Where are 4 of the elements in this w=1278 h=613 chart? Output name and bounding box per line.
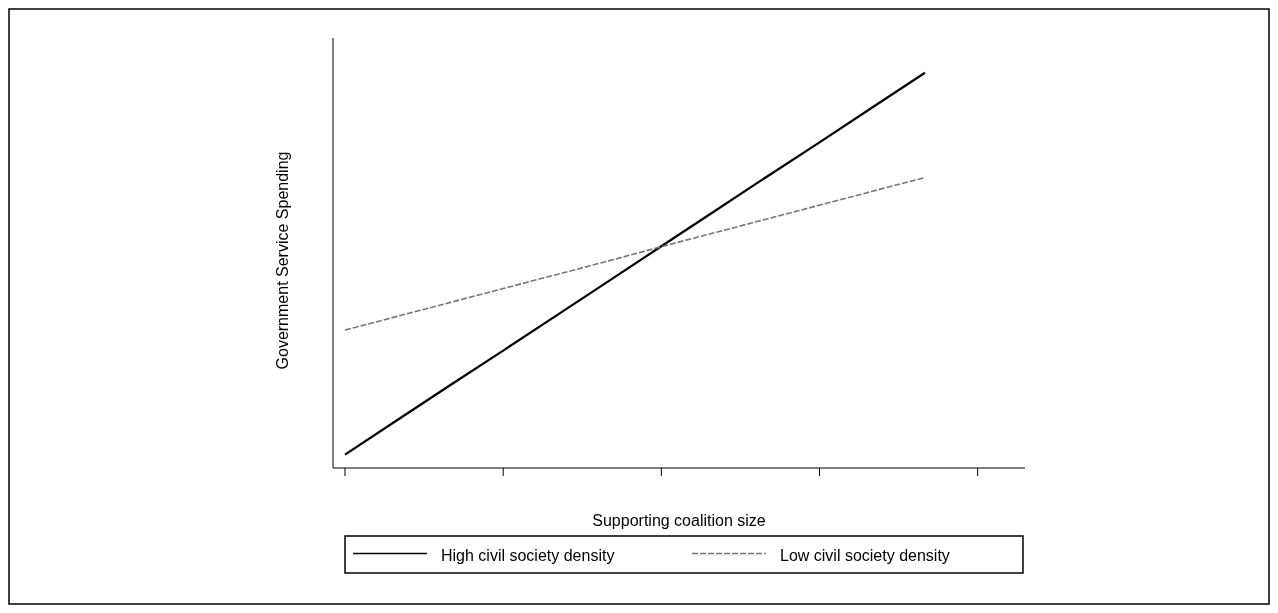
legend-label: High civil society density (441, 546, 615, 564)
y-axis-title: Government Service Spending (274, 151, 291, 370)
x-axis-title: Supporting coalition size (592, 512, 766, 529)
legend-label: Low civil society density (780, 546, 950, 564)
